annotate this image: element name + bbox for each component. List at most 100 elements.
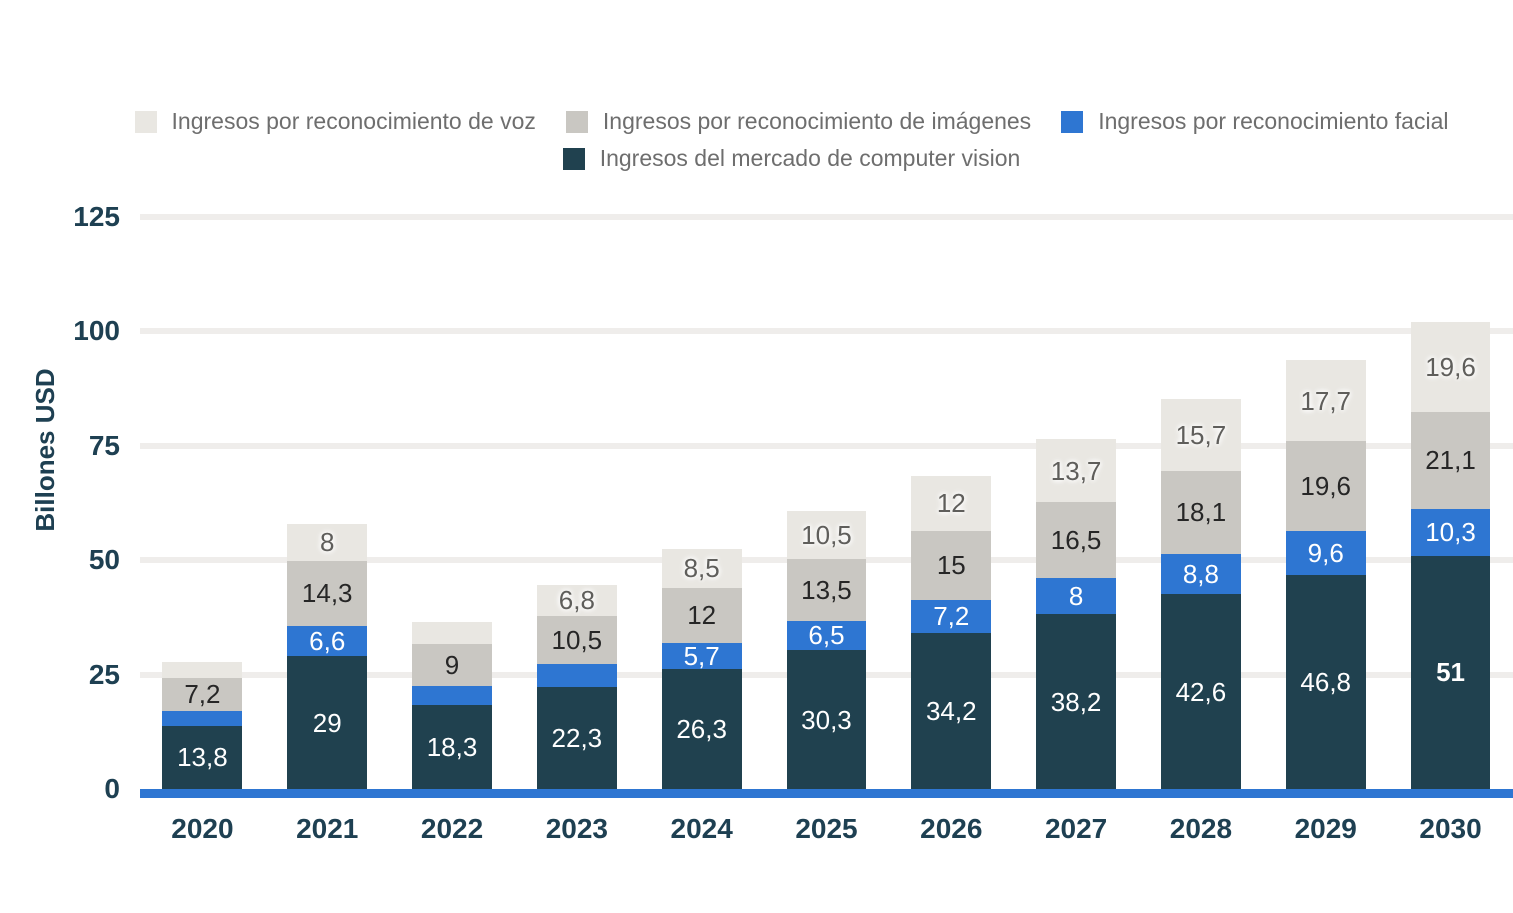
bar-column-2028: 42,6 8,8 18,1 15,7: [1139, 217, 1264, 789]
legend-label: Ingresos por reconocimiento de imágenes: [602, 108, 1032, 134]
x-label-2028: 2028: [1169, 813, 1233, 844]
stacked-bar-2029: 46,8 9,6 19,6 17,7: [1285, 360, 1366, 789]
value-label: 15: [936, 550, 966, 581]
value-label: 13,5: [801, 574, 852, 605]
bar-segment: 19,6: [1285, 441, 1366, 531]
bar-segment: 6,6: [287, 626, 368, 657]
y-tick-25: 25: [88, 658, 120, 690]
value-label: 42,6: [1175, 676, 1227, 707]
x-label-2021: 2021: [296, 813, 359, 844]
bar-segment: 13,7: [1036, 439, 1117, 503]
value-label: 13,8: [177, 742, 228, 773]
value-label: 8: [1068, 580, 1084, 611]
bar-column-2021: 29 6,6 14,3 8: [265, 217, 390, 789]
y-tick-0: 0: [104, 773, 120, 804]
bar-column-2030: 51 10,3 21,1 19,6: [1388, 217, 1513, 789]
bar-segment: 18,1: [1160, 470, 1241, 554]
value-label: 6,8: [558, 585, 595, 616]
bar-segment: 9,6: [1285, 530, 1366, 575]
bar-segment: 22,3: [536, 686, 617, 789]
value-label: 10,3: [1425, 517, 1476, 548]
value-label: 13,7: [1050, 455, 1102, 486]
value-label: 9: [444, 650, 460, 680]
bar-segment: 42,6: [1160, 594, 1241, 789]
bar-column-2022: 18,3 9: [390, 217, 515, 789]
value-label: 7,2: [933, 601, 970, 632]
value-label: 26,3: [676, 713, 727, 744]
legend-label: Ingresos del mercado de computer vision: [599, 145, 1021, 171]
bar-segment: 8: [1036, 577, 1117, 615]
value-label: 15,7: [1175, 420, 1227, 451]
y-tick-100: 100: [73, 315, 120, 347]
legend-label: Ingresos por reconocimiento de voz: [171, 108, 536, 134]
bar-column-2023: 22,3 10,5 6,8: [514, 217, 639, 789]
bar-column-2020: 13,8 7,2: [140, 217, 265, 789]
legend-swatch-icon: [1061, 110, 1084, 133]
bar-segment: [412, 685, 492, 706]
stacked-bar-2025: 30,3 6,5 13,5 10,5: [786, 510, 867, 789]
bar-segment: 8: [287, 524, 368, 561]
gridline-100: [140, 328, 1513, 335]
bar-segment: 7,2: [162, 677, 243, 711]
stacked-bar-2022: 18,3 9: [412, 622, 492, 789]
value-label: 19,6: [1425, 352, 1476, 383]
bar-segment: 13,5: [786, 558, 867, 621]
bar-segment: 6,8: [536, 584, 617, 617]
value-label: 6,6: [309, 626, 346, 657]
stacked-bar-2027: 38,2 8 16,5 13,7: [1036, 439, 1117, 789]
legend-swatch-icon: [562, 147, 585, 170]
bar-segment: 18,3: [412, 705, 492, 789]
stacked-bar-2024: 26,3 5,7 12 8,5: [661, 548, 742, 789]
value-label: 12: [936, 488, 966, 519]
bar-segment: 30,3: [786, 650, 867, 789]
bar-segment: 16,5: [1036, 502, 1117, 578]
value-label: 18,1: [1175, 497, 1227, 528]
y-tick-125: 125: [73, 201, 120, 232]
bar-segment: 15: [911, 530, 992, 600]
value-label: 12: [687, 600, 717, 631]
bar-segment: 7,2: [911, 599, 992, 633]
value-label: 29: [312, 707, 342, 738]
legend-item-1: Ingresos por reconocimiento de imágenes: [565, 108, 1032, 135]
bar-segment: 6,5: [786, 620, 867, 651]
value-label: 51: [1436, 657, 1465, 688]
bar-segment: 8,8: [1160, 553, 1241, 595]
x-label-2026: 2026: [920, 813, 983, 844]
value-label: 38,2: [1050, 686, 1102, 717]
x-axis-baseline: [140, 789, 1513, 798]
bar-segment: 29: [287, 656, 368, 789]
bar-segment: 51: [1410, 555, 1491, 789]
legend-swatch-icon: [565, 110, 588, 133]
bar-segment: 9: [412, 644, 492, 686]
value-label: 19,6: [1300, 471, 1352, 502]
legend-label: Ingresos por reconocimiento facial: [1098, 108, 1449, 134]
bar-segment: 46,8: [1285, 574, 1366, 789]
bar-segment: [536, 664, 617, 687]
x-label-2025: 2025: [795, 813, 858, 844]
y-tick-75: 75: [88, 429, 120, 461]
value-label: 14,3: [301, 578, 353, 609]
bar-segment: 5,7: [661, 642, 742, 669]
x-label-2022: 2022: [420, 813, 484, 844]
value-label: 46,8: [1300, 666, 1352, 697]
bar-segment: 10,3: [1410, 508, 1491, 556]
stacked-bar-2030: 51 10,3 21,1 19,6: [1410, 322, 1491, 789]
x-label-2024: 2024: [670, 813, 733, 844]
value-label: 34,2: [925, 695, 977, 726]
bar-segment: [162, 662, 243, 678]
value-label: 10,5: [551, 625, 603, 656]
value-label: 17,7: [1300, 385, 1352, 416]
x-label-2030: 2030: [1419, 813, 1482, 844]
legend-item-0: Ingresos por reconocimiento de voz: [134, 108, 536, 135]
legend-item-2: Ingresos por reconocimiento facial: [1061, 108, 1448, 135]
bar-segment: 14,3: [287, 560, 368, 627]
value-label: 16,5: [1050, 524, 1102, 555]
bar-column-2029: 46,8 9,6 19,6 17,7: [1263, 217, 1388, 789]
bar-segment: 10,5: [536, 616, 617, 665]
bar-segment: 17,7: [1285, 360, 1366, 442]
bar-segment: 15,7: [1160, 399, 1241, 471]
value-label: 21,1: [1425, 445, 1476, 476]
value-label: 18,3: [426, 732, 478, 763]
value-label: 8,5: [683, 553, 720, 584]
